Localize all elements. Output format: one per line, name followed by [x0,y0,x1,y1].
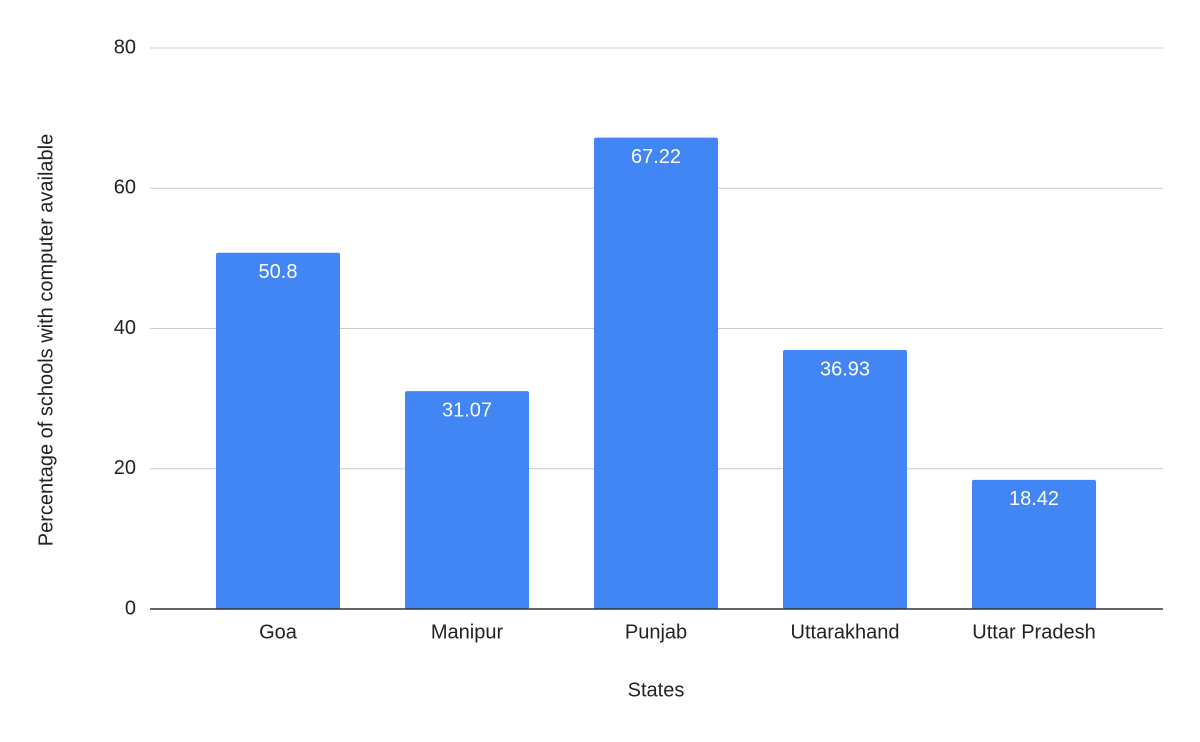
x-tick-label: Uttar Pradesh [972,621,1095,643]
value-label: 18.42 [1009,488,1059,510]
bar [783,350,907,609]
x-tick-label: Uttarakhand [791,621,900,643]
y-axis-title: Percentage of schools with computer avai… [35,134,57,546]
y-tick-label: 40 [114,317,136,339]
value-label: 67.22 [631,146,681,168]
x-tick-label: Manipur [431,621,504,643]
y-tick-label: 80 [114,36,136,58]
value-label: 36.93 [820,358,870,380]
y-tick-label: 60 [114,177,136,199]
bar [405,391,529,609]
bar [972,479,1096,609]
bar [216,252,340,609]
x-axis-title: States [628,679,685,701]
x-tick-label: Punjab [625,621,687,643]
y-tick-label: 0 [125,597,136,619]
bar [594,137,718,609]
value-label: 31.07 [442,399,492,421]
y-tick-label: 20 [114,457,136,479]
x-tick-label: Goa [259,621,298,643]
value-label: 50.8 [259,261,298,283]
